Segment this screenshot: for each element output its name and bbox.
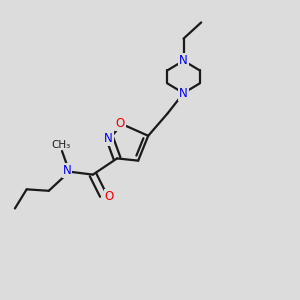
Text: N: N: [63, 164, 71, 177]
Text: O: O: [104, 190, 114, 203]
Text: N: N: [104, 132, 113, 145]
Text: N: N: [179, 54, 188, 67]
Text: N: N: [179, 87, 188, 100]
Text: O: O: [116, 117, 125, 130]
Text: CH₃: CH₃: [51, 140, 70, 150]
